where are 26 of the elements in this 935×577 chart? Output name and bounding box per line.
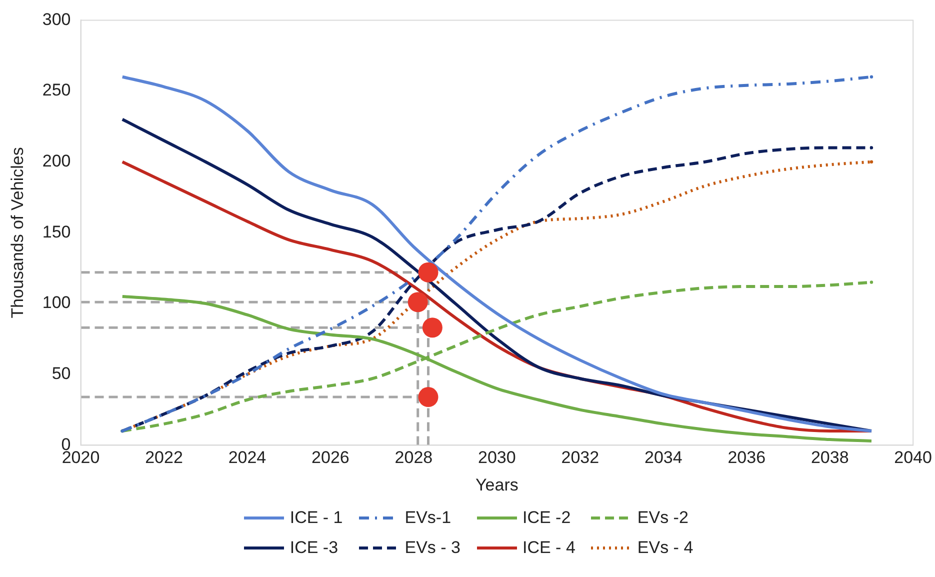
y-tick-label: 200 — [42, 152, 71, 171]
legend-label: EVs -2 — [637, 508, 688, 528]
y-tick-label: 150 — [42, 222, 71, 242]
x-tick-label: 2028 — [394, 448, 433, 468]
x-tick-label: 2040 — [894, 448, 932, 468]
x-tick-label: 2030 — [478, 448, 516, 468]
y-tick-label: 100 — [42, 293, 71, 312]
x-tick-label: 2026 — [312, 448, 350, 468]
legend-label: ICE - 1 — [290, 508, 343, 528]
y-axis-title: Thousands of Vehicles — [8, 147, 27, 318]
x-tick-label: 2034 — [644, 448, 682, 468]
x-tick-label: 2032 — [561, 448, 600, 468]
legend-label: ICE - 4 — [522, 538, 576, 558]
legend-label: EVs-1 — [404, 508, 452, 528]
x-tick-label: 2038 — [810, 448, 849, 468]
x-tick-label: 2024 — [228, 448, 266, 468]
legend-label: EVs - 4 — [637, 538, 694, 558]
x-tick-label: 2036 — [728, 448, 766, 468]
y-tick-label: 300 — [42, 10, 71, 29]
legend-label: ICE -3 — [290, 538, 338, 558]
y-tick-label: 50 — [52, 364, 71, 384]
legend-label: ICE -2 — [522, 508, 571, 528]
x-axis-title: Years — [476, 475, 518, 494]
legend-label: EVs - 3 — [404, 538, 460, 558]
x-tick-label: 2022 — [145, 448, 183, 468]
y-tick-label: 250 — [42, 80, 71, 100]
